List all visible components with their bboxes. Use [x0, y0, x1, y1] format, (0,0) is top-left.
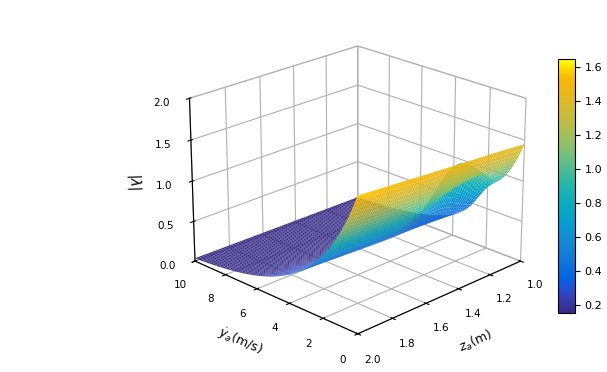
X-axis label: $z_a$(m): $z_a$(m): [456, 327, 495, 356]
Y-axis label: $\dot{y}_a$(m/s): $\dot{y}_a$(m/s): [215, 324, 265, 359]
